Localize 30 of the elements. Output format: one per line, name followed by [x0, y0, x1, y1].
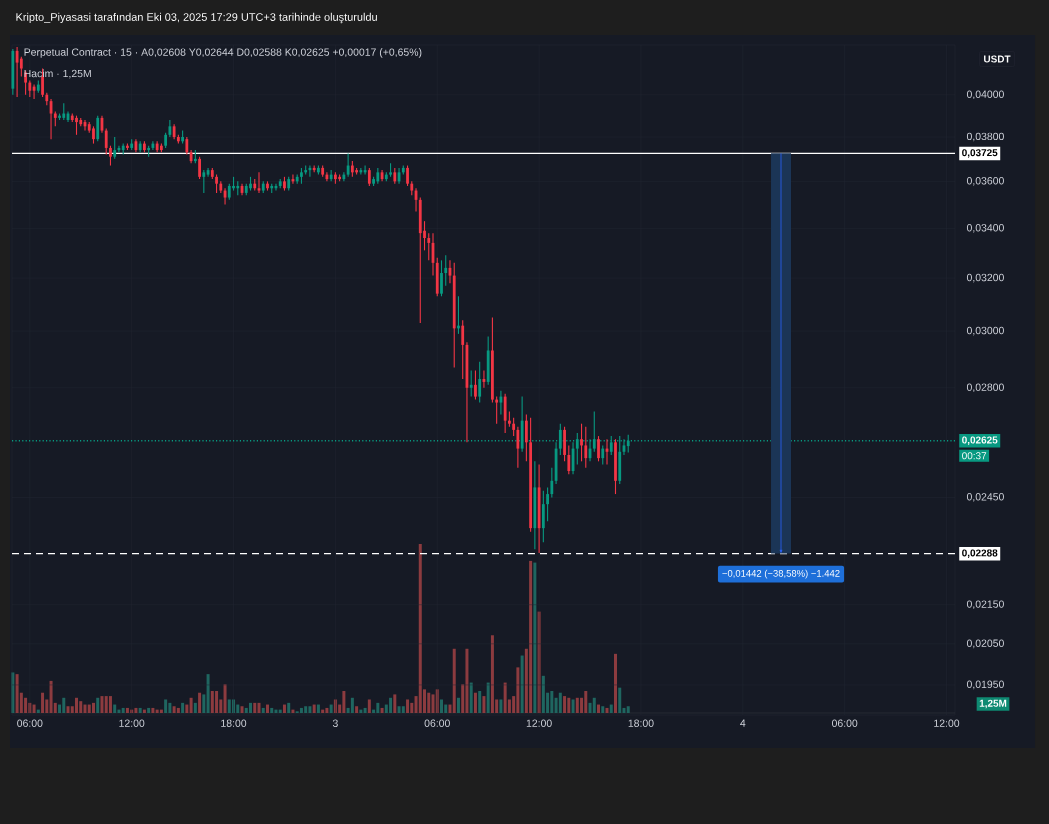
y-tick-label: 0,03800	[966, 132, 1004, 142]
y-tick-label: 0,03400	[966, 224, 1004, 233]
x-tick-label: 18:00	[628, 719, 654, 727]
x-tick-label: 12:00	[526, 719, 552, 727]
y-tick-label: 0,03000	[966, 326, 1004, 336]
ref-line-label: 0,02288	[962, 549, 998, 558]
x-tick-label: 3	[332, 719, 338, 727]
text: 1,25M	[979, 699, 1007, 709]
y-tick-label: 0,02450	[966, 493, 1004, 502]
x-tick-label: 12:00	[934, 719, 960, 727]
y-tick-label: 0,01950	[966, 680, 1004, 690]
ref-line-label: 0,03725	[962, 149, 998, 158]
x-tick-label: 4	[740, 719, 746, 727]
ref-line-label: 0,02625	[962, 436, 998, 445]
y-tick-label: 0,02050	[966, 639, 1004, 649]
chart-subtitle: Perpetual Contract · 15 · A0,02608 Y0,02644 D0,02588 K0,02625 +0,00017 (+0,65%)	[24, 48, 422, 58]
x-tick-label: 06:00	[424, 719, 450, 727]
text: USDT	[984, 55, 1011, 63]
x-tick-label: 06:00	[17, 719, 43, 727]
x-tick-label: 06:00	[831, 719, 858, 727]
y-tick-label: 0,03200	[966, 273, 1004, 283]
annotation: −0,01442 (−38,58%) −1.442	[722, 569, 840, 579]
y-tick-label: 0,04000	[966, 90, 1004, 100]
text: 00:37	[962, 452, 987, 460]
y-tick-label: 0,03600	[966, 177, 1004, 186]
x-tick-label: 18:00	[221, 719, 247, 727]
x-tick-label: 12:00	[119, 719, 145, 727]
chart-title: Kripto_Piyasasi tarafından Eki 03, 2025 17:29 UTC+3 tarihinde oluşturuldu	[16, 12, 377, 24]
y-tick-label: 0,02150	[966, 600, 1004, 610]
y-tick-label: 0,02800	[966, 383, 1004, 393]
